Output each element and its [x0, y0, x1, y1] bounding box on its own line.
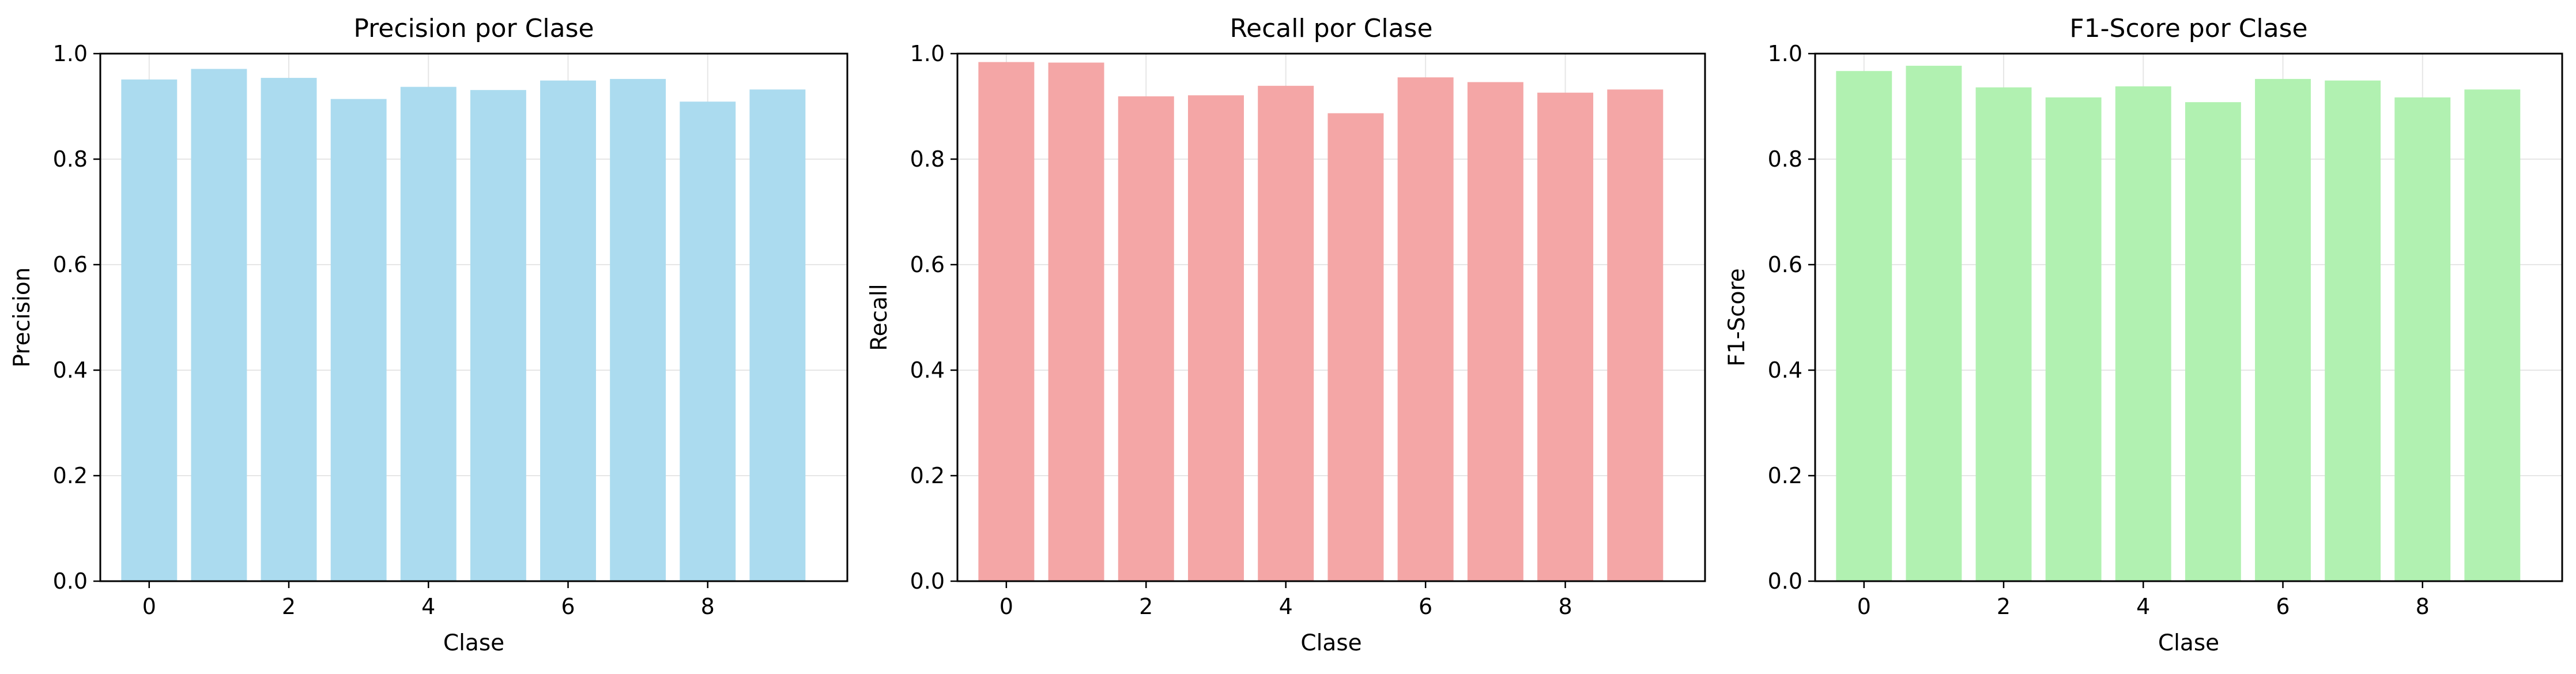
x-tick-label: 8	[2416, 594, 2430, 619]
y-tick-label: 0.6	[53, 252, 88, 277]
y-tick-label: 0.4	[53, 357, 88, 383]
x-axis-label: Clase	[2158, 630, 2219, 656]
bar-4	[400, 86, 457, 581]
axes-frame	[956, 52, 1706, 582]
bar-5	[470, 90, 526, 581]
x-tick-label: 2	[282, 594, 296, 619]
bar-6	[540, 80, 596, 582]
x-axis-label: Clase	[1300, 630, 1361, 656]
bar-6	[2255, 78, 2311, 582]
bar-3	[330, 99, 387, 581]
bar-2	[1975, 87, 2032, 581]
bar-9	[1607, 89, 1664, 582]
y-tick-label: 0.2	[1768, 463, 1802, 488]
x-tick-label: 8	[701, 594, 715, 619]
y-tick-label: 0.0	[910, 568, 945, 594]
bar-9	[749, 89, 806, 582]
y-tick-label: 1.0	[910, 41, 945, 66]
bar-9	[2464, 89, 2521, 582]
chart-title: Precision por Clase	[353, 14, 594, 43]
x-tick-label: 2	[1139, 594, 1153, 619]
bar-7	[1467, 82, 1523, 581]
y-tick-label: 0.8	[1768, 146, 1802, 172]
x-tick-label: 4	[1279, 594, 1293, 619]
y-tick-label: 0.0	[1768, 568, 1802, 594]
y-tick-label: 0.2	[910, 463, 945, 488]
bar-6	[1397, 77, 1454, 582]
x-tick-label: 6	[2276, 594, 2290, 619]
x-tick-label: 4	[421, 594, 435, 619]
bar-5	[1327, 113, 1384, 581]
bar-0	[121, 79, 178, 581]
y-tick-label: 0.4	[1768, 357, 1802, 383]
bar-2	[1118, 96, 1174, 582]
bar-8	[1537, 92, 1594, 581]
bar-7	[610, 78, 666, 582]
x-tick-label: 8	[1558, 594, 1572, 619]
bar-4	[1258, 85, 1314, 581]
x-axis-label: Clase	[443, 630, 504, 656]
bar-3	[2045, 97, 2102, 581]
y-tick-label: 0.6	[910, 252, 945, 277]
y-axis-label: Recall	[866, 284, 892, 351]
chart-panel-2: 0.0 0.2 0.4 0.6 0.8 1.0 0 2 4 6 8 F1-Score por Clas…	[1724, 14, 2563, 656]
x-tick-label: 2	[1997, 594, 2011, 619]
y-tick-label: 1.0	[1768, 41, 1802, 66]
x-tick-label: 6	[561, 594, 575, 619]
chart-title: F1-Score por Clase	[2069, 14, 2307, 43]
y-tick-label: 0.0	[53, 568, 88, 594]
chart-title: Recall por Clase	[1229, 14, 1432, 43]
bar-0	[978, 62, 1035, 581]
bar-5	[2185, 102, 2241, 581]
x-tick-label: 0	[1000, 594, 1013, 619]
chart-panel-0: 0.0 0.2 0.4 0.6 0.8 1.0 0 2 4 6 8 Precision por Cla…	[9, 14, 848, 656]
bar-1	[1906, 66, 1962, 582]
x-tick-label: 0	[142, 594, 156, 619]
y-axis-label: Precision	[9, 267, 35, 367]
bar-8	[2394, 97, 2451, 581]
y-tick-label: 0.8	[910, 146, 945, 172]
y-axis-label: F1-Score	[1724, 268, 1750, 367]
y-tick-label: 0.2	[53, 463, 88, 488]
bar-7	[2325, 80, 2381, 582]
chart-panel-1: 0.0 0.2 0.4 0.6 0.8 1.0 0 2 4 6 8 Recall por Clase C…	[866, 14, 1706, 656]
y-tick-label: 0.8	[53, 146, 88, 172]
x-tick-label: 6	[1419, 594, 1432, 619]
x-tick-label: 4	[2136, 594, 2150, 619]
bar-2	[261, 78, 317, 582]
bar-1	[1048, 62, 1104, 582]
axes-frame	[99, 52, 848, 582]
bar-1	[191, 69, 247, 581]
bar-0	[1836, 71, 1892, 581]
y-tick-label: 0.4	[910, 357, 945, 383]
axes-frame	[1814, 52, 2563, 582]
x-tick-label: 0	[1857, 594, 1871, 619]
bar-8	[680, 101, 736, 581]
bar-4	[2115, 86, 2171, 582]
y-tick-label: 0.6	[1768, 252, 1802, 277]
bar-3	[1188, 95, 1244, 581]
y-tick-label: 1.0	[53, 41, 88, 66]
